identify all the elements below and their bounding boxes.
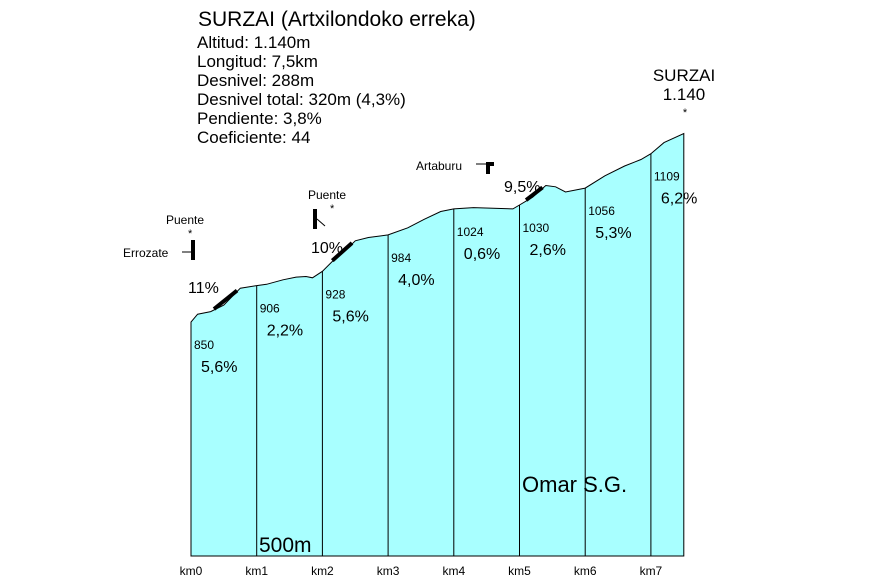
steep-label-10: 10% [311,240,343,257]
gradient-labels: 5,6% 2,2% 5,6% 4,0% 0,6% 2,6% 5,3% 6,2% [201,191,697,376]
landmark-errozate: Errozate [123,240,195,260]
km-dividers [256,153,652,556]
landmark-puente-2-label: Puente [308,188,346,202]
altitude-label-906: 906 [260,302,280,316]
gradient-label-km4: 0,6% [464,246,500,263]
gradient-label-km5: 2,6% [530,242,566,259]
author-credit: Omar S.G. [522,472,627,497]
summit-altitude: 1.140 [663,85,706,104]
km-label-km4: km4 [442,564,465,578]
steep-segment-2 [524,185,544,202]
summit-name: SURZAI [653,66,715,85]
landmark-puente-1-label: Puente [166,213,204,227]
altitude-label-984: 984 [391,251,411,265]
chart-title: SURZAI (Artxilondoko erreka) [198,8,476,31]
altitude-label-1030: 1030 [523,221,550,235]
landmark-puente-1-mark: * [188,228,193,240]
stats-block: Altitud: 1.140m Longitud: 7,5km Desnivel… [197,33,406,147]
steep-label-11: 11% [188,280,219,297]
km-label-km1: km1 [245,564,268,578]
gradient-label-km3: 4,0% [398,272,434,289]
landmark-puente-1: Puente * [166,213,204,240]
scale-label: 500m [259,534,312,557]
km-tick-labels: km0 km1 km2 km3 km4 km5 km6 km7 [180,564,663,578]
summit-mark: * [683,107,688,119]
landmark-puente-2: Puente * [308,188,346,229]
km-label-km6: km6 [574,564,597,578]
steep-segment-marks [212,185,544,311]
stat-altitud: Altitud: 1.140m [197,33,310,52]
profile-area [190,132,685,557]
altitude-label-928: 928 [325,287,345,301]
gradient-label-km1: 2,2% [267,323,303,340]
altitude-label-1109: 1109 [654,170,680,184]
altitude-labels: 850 906 928 984 1024 1030 1056 1109 [194,170,680,352]
gradient-label-km2: 5,6% [332,308,368,325]
stat-longitud: Longitud: 7,5km [197,52,318,71]
stat-coeficiente: Coeficiente: 44 [197,128,310,147]
steep-segment-1 [330,241,354,263]
gradient-label-km7: 6,2% [661,191,697,208]
landmark-puente-2-mark: * [330,203,335,215]
gradient-label-km6: 5,3% [595,225,631,242]
steep-label-9-5: 9,5% [504,179,540,196]
gradient-label-km0: 5,6% [201,359,237,376]
altitude-label-850: 850 [194,338,214,352]
km-label-km3: km3 [377,564,400,578]
stat-desnivel: Desnivel: 288m [197,71,314,90]
km-label-km5: km5 [508,564,531,578]
landmark-artaburu: Artaburu [416,159,494,174]
stat-pendiente: Pendiente: 3,8% [197,109,322,128]
landmark-errozate-label: Errozate [123,246,169,260]
landmark-artaburu-label: Artaburu [416,159,462,173]
steep-segment-0 [212,289,239,311]
km-label-km0: km0 [180,564,203,578]
km-label-km7: km7 [640,564,663,578]
altitude-label-1024: 1024 [457,225,484,239]
stat-desnivel-total: Desnivel total: 320m (4,3%) [197,90,406,109]
km-label-km2: km2 [311,564,334,578]
altitude-label-1056: 1056 [588,204,615,218]
